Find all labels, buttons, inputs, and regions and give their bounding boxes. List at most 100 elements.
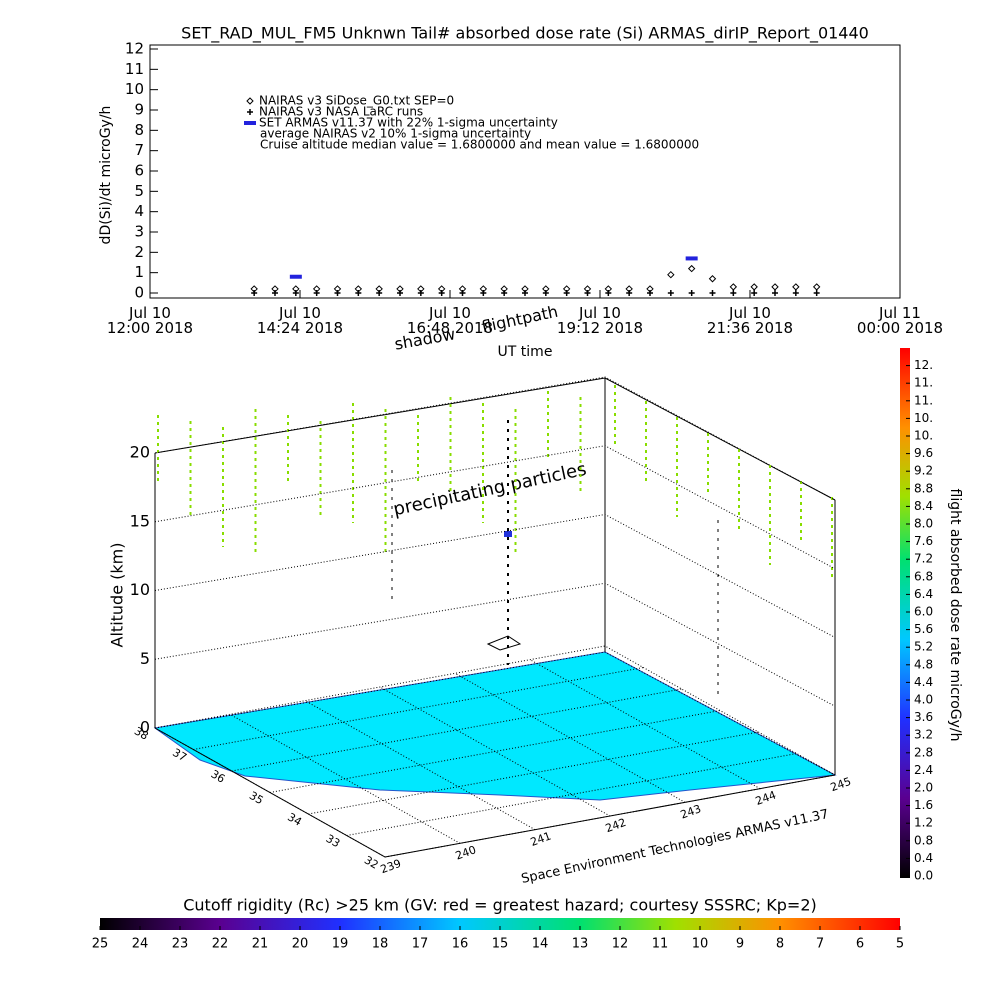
x-tick-label: Jul 10 21:36 2018 (706, 304, 794, 337)
colorbar-tick-label: 2.8 (914, 745, 933, 759)
grid-line (379, 686, 611, 817)
colorbar-tick-label: 12. (914, 358, 933, 372)
annotation: average NAIRAS v2 10% 1-sigma uncertaint… (260, 127, 531, 141)
data-point (647, 290, 653, 296)
legend-entry: NAIRAS v3 SiDose_G0.txt SEP=0 (259, 94, 454, 108)
data-point (730, 290, 737, 296)
y-tick-label: 35 (247, 789, 266, 807)
colorbar-tick-label: 11. (914, 376, 933, 390)
colorbar-tick-label: 3.6 (914, 710, 933, 724)
grid-line (229, 713, 461, 844)
data-point (272, 290, 278, 296)
data-point (687, 264, 696, 273)
colorbar-tick-label: 3.2 (914, 728, 933, 742)
z-tick-label: 10 (130, 580, 150, 599)
annotation: Cruise altitude median value = 1.6800000… (260, 138, 699, 152)
colorbar-tick-label: 6.4 (914, 587, 933, 601)
colorbar-tick-label: 16 (452, 937, 469, 952)
data-point (708, 275, 717, 283)
y-tick-label: 38 (132, 724, 151, 742)
colorbar-tick-label: 12 (612, 937, 629, 952)
colorbar-tick-label: 4.4 (914, 675, 933, 689)
annotation: precipitating particles (391, 459, 588, 520)
colorbar-tick-label: 19 (332, 937, 349, 952)
y-tick-label: 37 (170, 746, 189, 764)
legend-entry: NAIRAS v3 NASA LaRC runs (259, 105, 423, 119)
colorbar-tick-label: 17 (412, 937, 429, 952)
colorbar-tick-label: 6 (856, 937, 864, 952)
colorbar-tick-label: 1.2 (914, 816, 933, 830)
colorbar-tick-label: 10. (914, 411, 933, 425)
y-tick-label: 5 (134, 182, 144, 200)
grid-line (346, 753, 797, 836)
colorbar-tick-label: 11. (914, 393, 933, 407)
colorbar-tick-label: 8 (776, 937, 784, 952)
y-axis-label: dD(Si)/dt microGy/h (98, 106, 114, 245)
data-point (376, 290, 383, 296)
data-point (729, 283, 738, 291)
data-point (685, 256, 698, 261)
x-tick-label: Jul 11 00:00 2018 (856, 304, 944, 337)
x-tick-label: 242 (604, 816, 628, 835)
colorbar-tick-label: 24 (132, 937, 149, 952)
y-tick-label: 33 (324, 832, 343, 850)
grid-line (154, 727, 386, 858)
data-point (355, 290, 362, 296)
y-tick-label: 4 (134, 202, 144, 220)
y-tick-label: 6 (134, 162, 144, 180)
colorbar-tick-label: 7.2 (914, 552, 933, 566)
colorbar-tick-label: 5.2 (914, 640, 933, 654)
data-point (522, 290, 528, 296)
legend-symbol (244, 121, 256, 125)
x-tick-label: Jul 10 12:00 2018 (106, 304, 194, 337)
x-tick-label: 240 (454, 843, 478, 862)
data-point (334, 290, 341, 296)
colorbar-tick-label: 25 (92, 937, 109, 952)
x-tick-label: 243 (679, 802, 703, 821)
colorbar-tick-label: 5.6 (914, 622, 933, 636)
colorbar-tick-label: 13 (572, 937, 589, 952)
data-point (771, 283, 779, 291)
colorbar-tick-label: 8.4 (914, 499, 933, 513)
colorbar-tick-label: 23 (172, 937, 189, 952)
data-point (792, 290, 799, 296)
data-point (667, 270, 675, 279)
grid-line (154, 513, 836, 638)
flight-marker (486, 635, 522, 651)
data-point (542, 290, 549, 296)
y-tick-label: 34 (285, 810, 304, 828)
colorbar-tick-label: 4.0 (914, 693, 933, 707)
colorbar-tick-label: 2.0 (914, 781, 933, 795)
y-tick-label: 11 (125, 60, 144, 78)
data-point (813, 290, 820, 296)
z-tick-label: 0 (140, 718, 150, 737)
colorbar-tick-label: 8.0 (914, 517, 933, 531)
data-point (563, 290, 570, 296)
colorbar-tick-label: 0.0 (914, 869, 933, 883)
colorbar-tick-label: 6.0 (914, 605, 933, 619)
x-tick-label: Jul 10 19:12 2018 (556, 304, 644, 337)
data-point (584, 290, 591, 296)
colorbar-tick-label: 6.8 (914, 569, 933, 583)
grid-line (269, 710, 721, 793)
data-point (667, 290, 674, 296)
x-axis-label: UT time (498, 344, 553, 360)
colorbar-label: Cutoff rigidity (Rc) >25 km (GV: red = g… (183, 896, 817, 915)
data-point (626, 290, 633, 296)
colorbar-tick-label: 7 (816, 937, 824, 952)
grid-line (154, 645, 606, 729)
data-point (792, 283, 800, 291)
y-tick-label: 32 (362, 853, 381, 871)
colorbar-tick-label: 7.6 (914, 534, 933, 548)
footer: Space Environment Technologies ARMAS v11… (520, 807, 830, 887)
colorbar-tick-label: 10 (692, 937, 709, 952)
grid-line (154, 376, 836, 501)
data-point (709, 290, 716, 296)
grid-line (304, 700, 536, 831)
colorbar-tick-label: 9.2 (914, 464, 933, 478)
flight-marker (504, 531, 512, 537)
legend-symbol (247, 109, 253, 115)
colorbar-tick-label: 0.4 (914, 851, 933, 865)
